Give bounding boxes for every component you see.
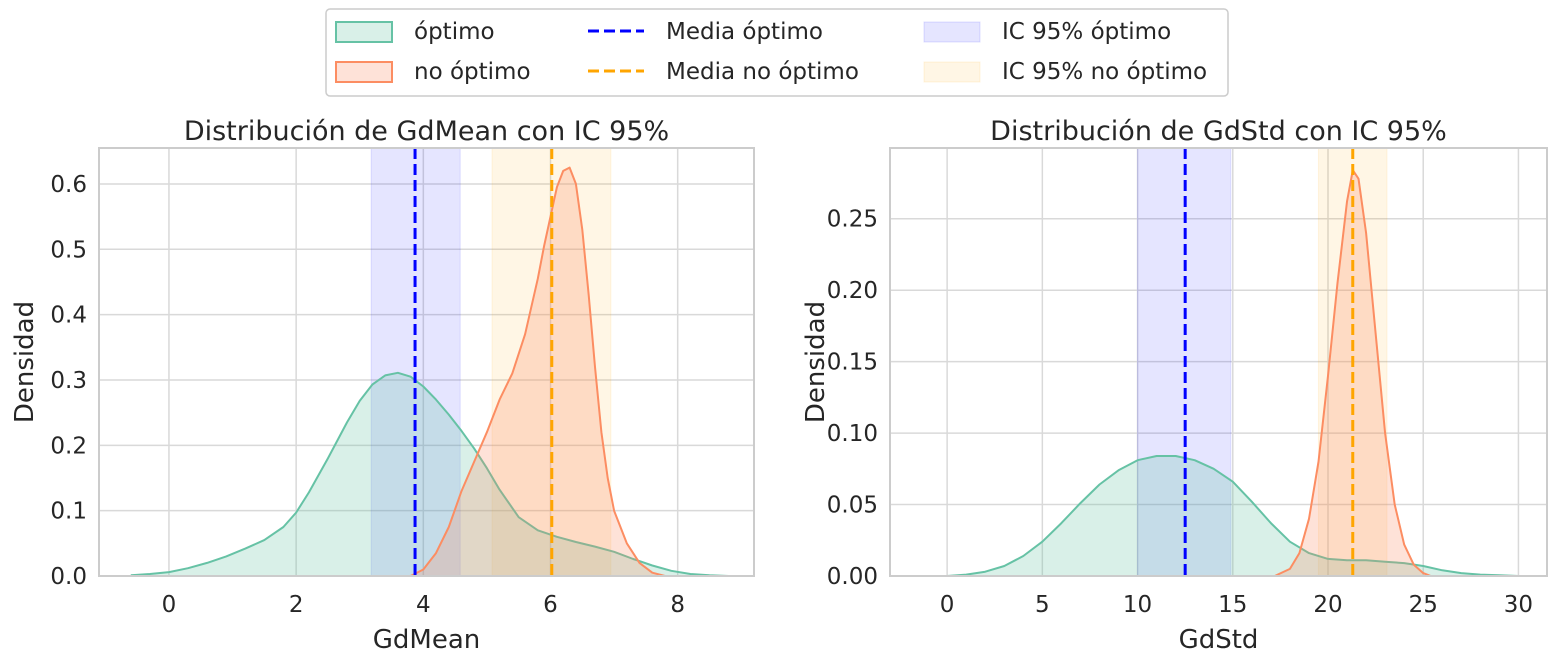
y-axis-label: Densidad xyxy=(10,301,40,423)
y-tick-label-2: 0.10 xyxy=(827,421,878,447)
y-tick-label-0: 0.0 xyxy=(50,564,87,590)
x-tick-label-6: 30 xyxy=(1504,592,1533,618)
x-tick-label-1: 2 xyxy=(289,592,304,618)
y-tick-label-6: 0.6 xyxy=(50,172,87,198)
x-tick-label-0: 0 xyxy=(940,592,955,618)
chart-gdstd: 0 5 10 15 20 25 30 0.00 0.05 0.10 0.15 0.20 0.25 GdSt… xyxy=(801,116,1548,655)
kde-area-0 xyxy=(130,372,729,576)
x-tick-label-1: 5 xyxy=(1035,592,1050,618)
legend-label: no óptimo xyxy=(414,59,531,85)
x-tick-label-4: 8 xyxy=(670,592,685,618)
legend-label: óptimo xyxy=(414,19,495,45)
legend-label: IC 95% no óptimo xyxy=(1002,59,1207,85)
kde-line-0 xyxy=(130,371,729,577)
plot-area xyxy=(99,148,754,576)
kde-line-1 xyxy=(1274,169,1432,577)
y-axis-label: Densidad xyxy=(801,301,831,423)
y-tick-label-2: 0.2 xyxy=(50,433,87,459)
legend-label: IC 95% óptimo xyxy=(1002,19,1171,45)
legend-item-3: Media no óptimo xyxy=(588,59,859,85)
x-tick-label-2: 10 xyxy=(1123,592,1152,618)
x-tick-label-3: 6 xyxy=(543,592,558,618)
chart-title: Distribución de GdMean con IC 95% xyxy=(184,116,669,147)
legend-item-5: IC 95% no óptimo xyxy=(923,59,1207,85)
legend-swatch xyxy=(923,21,981,43)
kde-line-0 xyxy=(947,455,1519,577)
chart-title: Distribución de GdStd con IC 95% xyxy=(990,116,1447,147)
x-tick-label-3: 15 xyxy=(1218,592,1247,618)
plot-frame xyxy=(98,147,755,577)
y-tick-label-3: 0.15 xyxy=(827,350,878,376)
chart-gdmean: 0 2 4 6 8 0.0 0.1 0.2 0.3 0.4 0.5 0.6 GdMean Densidad… xyxy=(10,116,755,655)
x-tick-label-4: 20 xyxy=(1313,592,1342,618)
legend: óptimo no óptimo Media óptimo Media no ópti… xyxy=(325,8,1229,97)
legend-box xyxy=(325,8,1229,97)
y-tick-label-5: 0.5 xyxy=(50,237,87,263)
kde-area-0 xyxy=(947,456,1519,576)
legend-item-2: Media óptimo xyxy=(588,19,823,45)
legend-swatch xyxy=(923,61,981,83)
legend-item-0: óptimo xyxy=(335,19,495,45)
y-tick-label-4: 0.20 xyxy=(827,278,878,304)
y-tick-label-1: 0.1 xyxy=(50,499,87,525)
y-tick-label-5: 0.25 xyxy=(827,207,878,233)
kde-area-1 xyxy=(410,167,665,576)
x-tick-label-2: 4 xyxy=(416,592,431,618)
y-tick-label-3: 0.3 xyxy=(50,368,87,394)
legend-swatch xyxy=(335,21,393,43)
legend-item-1: no óptimo xyxy=(335,59,531,85)
x-axis-label: GdMean xyxy=(373,625,481,655)
legend-item-4: IC 95% óptimo xyxy=(923,19,1171,45)
y-tick-label-0: 0.00 xyxy=(827,564,878,590)
x-tick-label-0: 0 xyxy=(162,592,177,618)
kde-line-1 xyxy=(410,166,666,577)
legend-swatch xyxy=(335,61,393,83)
x-axis-label: GdStd xyxy=(1179,625,1259,655)
plot-frame xyxy=(889,147,1548,577)
y-tick-label-1: 0.05 xyxy=(827,493,878,519)
legend-label: Media no óptimo xyxy=(666,59,859,85)
y-tick-label-4: 0.4 xyxy=(50,303,87,329)
legend-label: Media óptimo xyxy=(666,19,823,45)
x-tick-label-5: 25 xyxy=(1409,592,1438,618)
